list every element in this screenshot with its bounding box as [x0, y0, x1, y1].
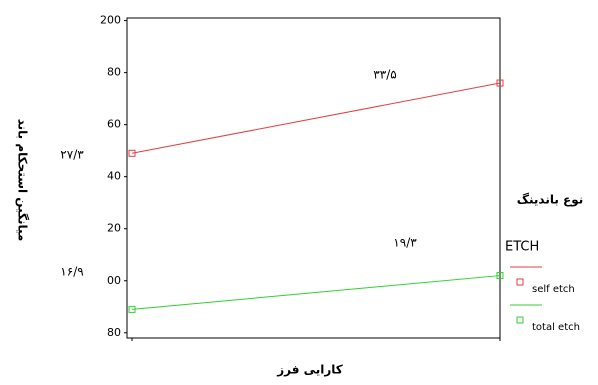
y-tick-label: 40	[107, 170, 121, 183]
plot-frame	[126, 17, 501, 339]
point	[128, 149, 136, 157]
legend-label: total etch	[532, 322, 580, 333]
legend-marker	[516, 278, 524, 286]
legend-marker	[516, 316, 524, 324]
legend-subtitle: ETCH	[505, 240, 539, 255]
legend-label: self etch	[532, 284, 575, 295]
annotation: ۳۳/۵	[373, 68, 396, 82]
annotation: ۲۷/۳	[60, 148, 84, 162]
point	[496, 79, 504, 87]
y-tick-label: 00	[107, 274, 121, 287]
legend-title: نوع باندینگ	[517, 193, 584, 208]
y-tick-label: 80	[107, 326, 121, 339]
annotation: ۱۶/۹	[60, 265, 83, 279]
point	[496, 272, 504, 280]
point	[128, 305, 136, 313]
y-axis-label: میانگین استحکام باند	[15, 119, 30, 242]
y-tick-label: 80	[107, 66, 121, 79]
y-tick-label: 60	[107, 118, 121, 131]
x-axis-label: کارایی فرز	[276, 363, 343, 377]
annotation: ۱۹/۳	[393, 236, 417, 250]
y-tick-label: 20	[107, 222, 121, 235]
series-line	[131, 275, 501, 310]
series-line	[131, 82, 501, 154]
y-tick-label: 200	[100, 14, 121, 27]
